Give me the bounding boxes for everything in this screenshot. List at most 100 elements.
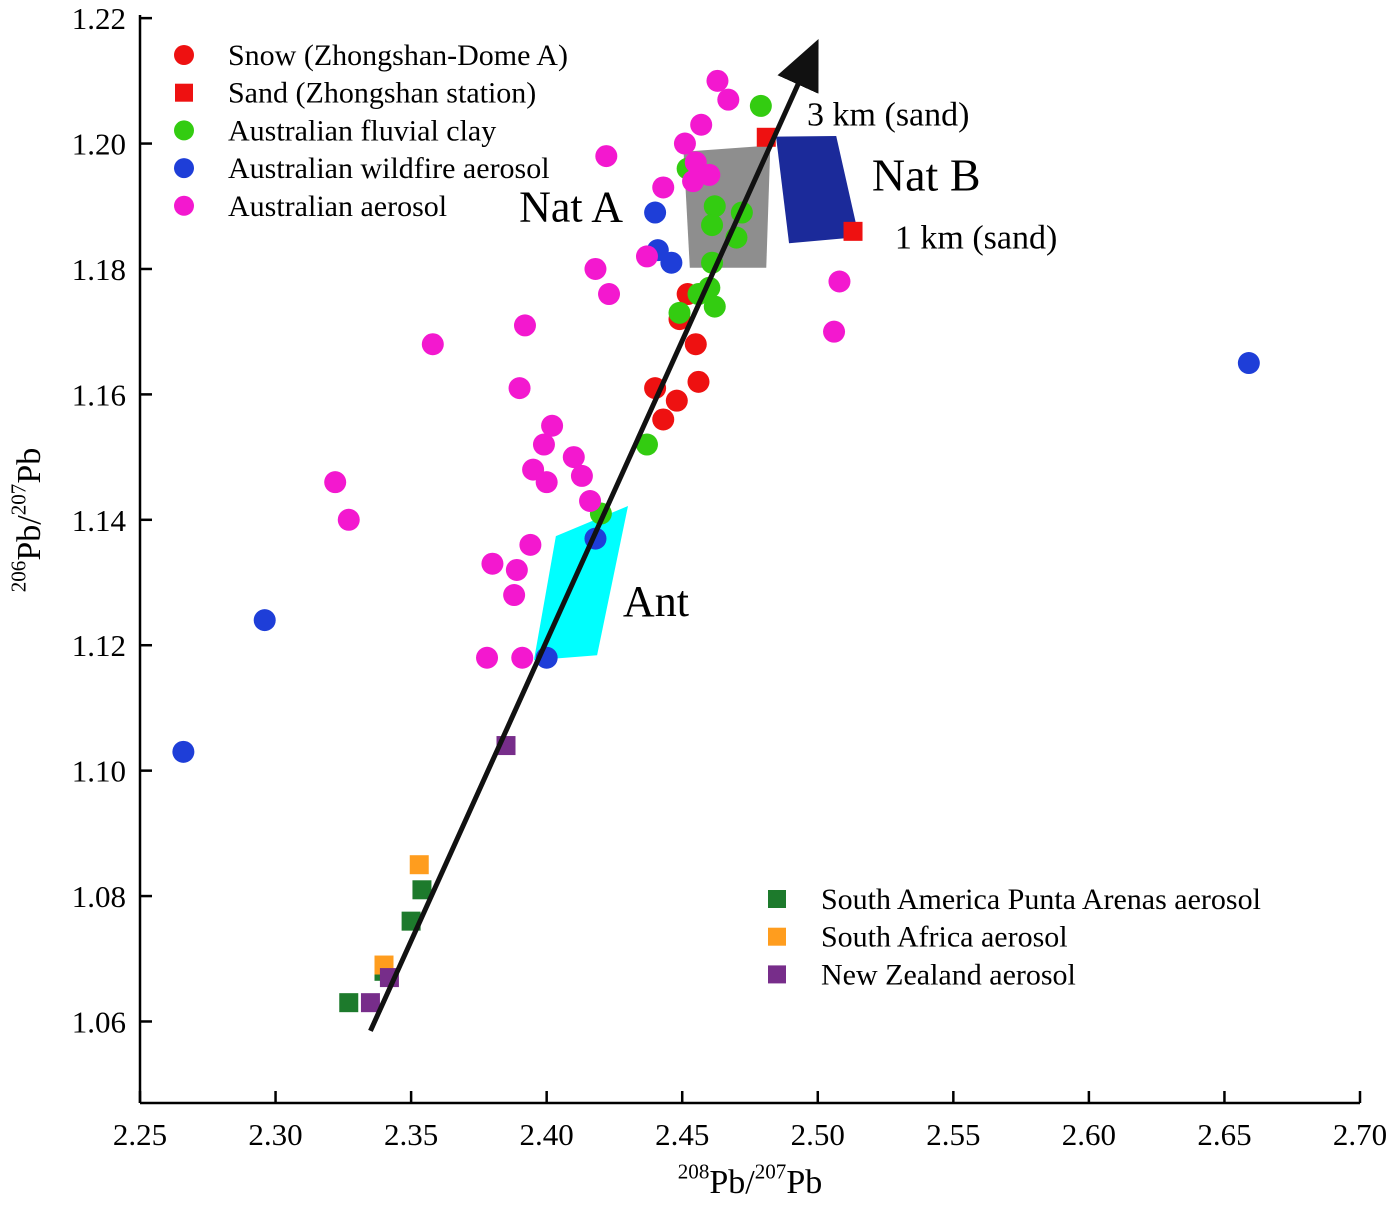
data-point bbox=[508, 377, 531, 400]
legend-marker-circle bbox=[174, 195, 194, 216]
data-point bbox=[505, 558, 528, 581]
data-point bbox=[476, 646, 499, 669]
annotation-nat-b: Nat B bbox=[872, 149, 981, 200]
x-tick-label: 2.65 bbox=[1197, 1117, 1251, 1152]
data-point bbox=[1237, 352, 1260, 375]
data-point bbox=[843, 221, 863, 241]
region-nat-b bbox=[776, 136, 859, 244]
y-tick-label: 1.06 bbox=[72, 1004, 126, 1039]
data-point bbox=[703, 295, 726, 318]
legend-label: Sand (Zhongshan station) bbox=[228, 77, 536, 110]
data-point bbox=[503, 584, 526, 607]
data-point bbox=[690, 113, 713, 136]
legend-item: New Zealand aerosol bbox=[768, 958, 1076, 991]
series-aerosol bbox=[324, 69, 851, 669]
legend-label: South America Punta Arenas aerosol bbox=[821, 883, 1261, 916]
legend-marker-circle bbox=[174, 120, 194, 141]
data-point bbox=[532, 433, 555, 456]
data-point bbox=[360, 993, 380, 1013]
data-point bbox=[660, 251, 683, 274]
data-point bbox=[337, 508, 360, 531]
y-tick-label: 1.10 bbox=[72, 754, 126, 789]
y-tick-label: 1.16 bbox=[72, 377, 126, 412]
legend-item: South Africa aerosol bbox=[768, 921, 1068, 954]
y-tick-label: 1.08 bbox=[72, 879, 126, 914]
data-point bbox=[481, 552, 504, 575]
data-point bbox=[519, 533, 542, 556]
data-point bbox=[579, 489, 602, 512]
x-tick-label: 2.70 bbox=[1333, 1117, 1387, 1152]
legend-item: Sand (Zhongshan station) bbox=[175, 77, 536, 110]
annotation-ant: Ant bbox=[623, 577, 689, 626]
data-point bbox=[172, 740, 195, 763]
data-point bbox=[687, 370, 710, 393]
data-point bbox=[652, 408, 675, 431]
legend-item: Australian aerosol bbox=[174, 190, 447, 223]
y-tick-label: 1.12 bbox=[72, 628, 126, 663]
y-axis-label: 206Pb/207Pb bbox=[7, 448, 48, 593]
x-tick-label: 2.30 bbox=[248, 1117, 302, 1152]
y-tick-label: 1.20 bbox=[72, 127, 126, 162]
data-point bbox=[570, 464, 593, 487]
data-point bbox=[409, 855, 429, 875]
legend-marker-circle bbox=[174, 158, 194, 179]
data-point bbox=[823, 320, 846, 343]
legend-marker-square bbox=[768, 927, 786, 946]
data-point bbox=[652, 176, 675, 199]
y-tick-label: 1.14 bbox=[72, 503, 127, 538]
legend-item: Australian fluvial clay bbox=[174, 114, 496, 147]
data-point bbox=[701, 214, 724, 237]
annotation-1-km-sand: 1 km (sand) bbox=[895, 220, 1057, 257]
data-point bbox=[339, 993, 359, 1013]
legend-marker-square bbox=[768, 890, 786, 908]
data-point bbox=[717, 88, 740, 111]
legend-bottom-right: South America Punta Arenas aerosol South … bbox=[768, 883, 1261, 991]
data-point bbox=[584, 257, 607, 280]
legend-label: Australian wildfire aerosol bbox=[228, 152, 550, 185]
x-tick-label: 2.25 bbox=[113, 1117, 167, 1152]
x-tick-label: 2.55 bbox=[926, 1117, 980, 1152]
data-point bbox=[635, 433, 658, 456]
legend-top-left: Snow (Zhongshan-Dome A) Sand (Zhongshan s… bbox=[174, 39, 568, 223]
legend-item: Australian wildfire aerosol bbox=[174, 152, 550, 185]
legend-item: South America Punta Arenas aerosol bbox=[768, 883, 1261, 916]
legend-item: Snow (Zhongshan-Dome A) bbox=[174, 39, 568, 72]
x-tick-label: 2.60 bbox=[1062, 1117, 1116, 1152]
data-point bbox=[673, 132, 696, 155]
data-point bbox=[665, 389, 688, 412]
data-point bbox=[421, 333, 444, 356]
data-point bbox=[595, 145, 618, 168]
x-tick-label: 2.40 bbox=[520, 1117, 574, 1152]
data-point bbox=[749, 94, 772, 117]
series-new-zealand bbox=[360, 736, 516, 1013]
data-point bbox=[562, 446, 585, 469]
data-point bbox=[513, 314, 536, 337]
x-axis-label: 208Pb/207Pb bbox=[678, 1160, 823, 1201]
legend-marker-circle bbox=[174, 45, 194, 65]
legend-label: Snow (Zhongshan-Dome A) bbox=[228, 39, 568, 72]
data-point bbox=[684, 333, 707, 356]
data-point bbox=[698, 163, 721, 186]
data-point bbox=[541, 414, 564, 437]
annotation-3-km-sand: 3 km (sand) bbox=[807, 97, 969, 134]
x-tick-label: 2.50 bbox=[791, 1117, 845, 1152]
data-point bbox=[535, 471, 558, 494]
data-point bbox=[598, 283, 621, 306]
legend-label: New Zealand aerosol bbox=[821, 958, 1076, 991]
x-tick-label: 2.35 bbox=[384, 1117, 438, 1152]
data-point bbox=[644, 201, 667, 224]
data-point bbox=[253, 609, 276, 632]
y-tick-label: 1.18 bbox=[72, 252, 126, 287]
series-south-africa bbox=[374, 855, 429, 975]
legend-marker-square bbox=[175, 83, 193, 102]
data-point bbox=[635, 245, 658, 268]
data-point bbox=[703, 195, 726, 218]
data-point bbox=[324, 471, 347, 494]
trend-arrow bbox=[368, 38, 819, 1032]
legend-label: South Africa aerosol bbox=[821, 921, 1068, 954]
data-point bbox=[511, 646, 534, 669]
legend-label: Australian aerosol bbox=[228, 190, 447, 223]
data-point bbox=[668, 301, 691, 324]
